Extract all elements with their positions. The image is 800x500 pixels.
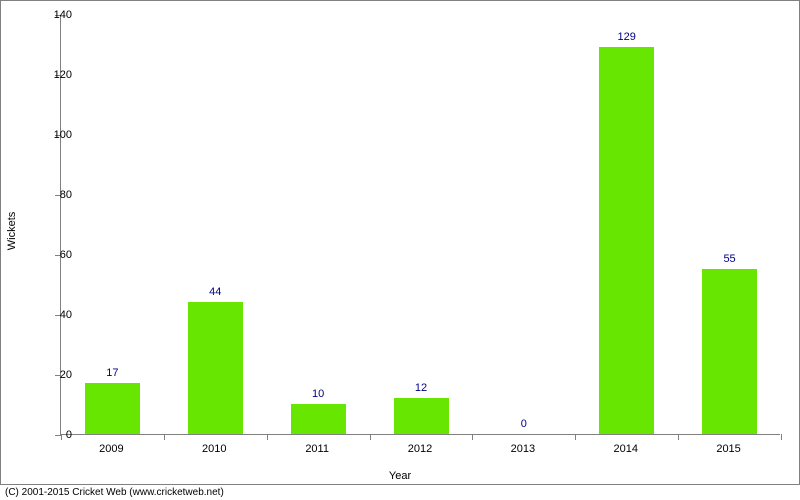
bar-value-label: 55 [723,253,735,265]
y-axis-label: 20 [60,369,72,381]
copyright-text: (C) 2001-2015 Cricket Web (www.cricketwe… [5,487,224,498]
x-tick [575,434,576,440]
x-tick [678,434,679,440]
bar-value-label: 129 [618,31,636,43]
bar-value-label: 12 [415,382,427,394]
bar-value-label: 10 [312,388,324,400]
y-axis-label: 60 [60,249,72,261]
y-axis-label: 80 [60,189,72,201]
x-tick [267,434,268,440]
bar [85,383,140,434]
x-axis-label: 2009 [99,443,123,455]
bar [394,398,449,434]
y-axis-label: 140 [54,9,72,21]
y-axis-label: 120 [54,69,72,81]
x-axis-label: 2012 [408,443,432,455]
bar [702,269,757,434]
x-tick [61,434,62,440]
y-axis-label: 0 [66,429,72,441]
x-tick [781,434,782,440]
x-axis-label: 2010 [202,443,226,455]
bar [291,404,346,434]
y-axis-title: Wickets [6,212,18,251]
bar [599,47,654,434]
x-axis-title: Year [389,470,411,482]
x-axis-label: 2014 [613,443,637,455]
y-axis-label: 40 [60,309,72,321]
plot-area: 17 44 10 12 0 129 55 [60,15,780,435]
bar-value-label: 17 [106,367,118,379]
chart-container: 17 44 10 12 0 129 55 2009 2010 2011 2012 2013 2014 2… [60,15,780,460]
bar-value-label: 0 [521,418,527,430]
x-axis-label: 2013 [511,443,535,455]
x-axis-label: 2015 [716,443,740,455]
bar [188,302,243,434]
x-tick [164,434,165,440]
bar-value-label: 44 [209,286,221,298]
divider [0,484,800,485]
x-axis-label: 2011 [305,443,329,455]
x-tick [472,434,473,440]
y-axis-label: 100 [54,129,72,141]
x-tick [370,434,371,440]
